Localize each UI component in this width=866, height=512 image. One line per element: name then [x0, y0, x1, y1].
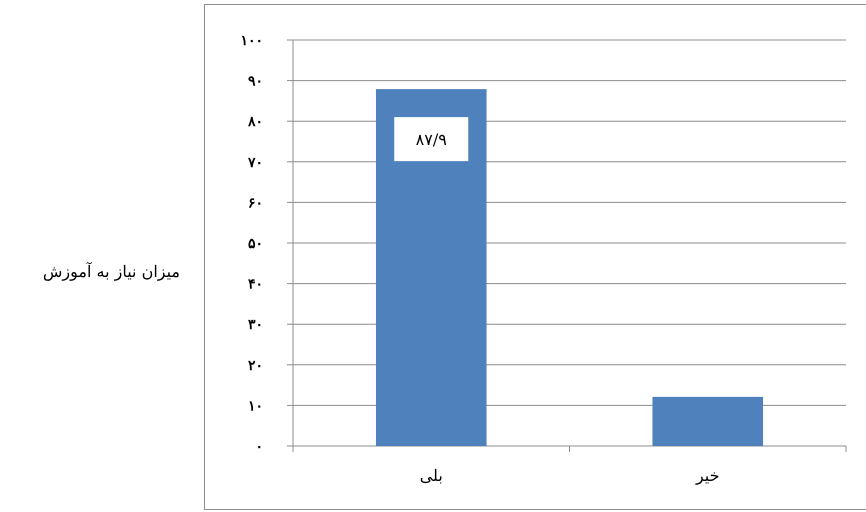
axes: [287, 39, 847, 452]
y-tick-label: ۰: [255, 439, 263, 455]
y-tick-label: ۱۰: [248, 398, 263, 414]
y-tick-label: ۹۰: [248, 74, 263, 90]
x-category-label: خیر: [695, 466, 720, 485]
y-tick-label: ۴۰: [248, 277, 263, 293]
y-tick-label: ۳۰: [248, 317, 263, 333]
x-category-label: بلی: [420, 466, 443, 485]
y-tick-label: ۵۰: [248, 236, 263, 252]
bar: [652, 396, 764, 446]
y-tick-label: ۸۰: [247, 114, 263, 130]
y-tick-label: ۱۰۰: [240, 33, 263, 49]
chart-frame: [204, 4, 866, 510]
data-label: ۸۷/۹: [416, 130, 447, 149]
y-tick-label: ۲۰: [248, 358, 263, 374]
y-tick-label: ۷۰: [247, 155, 263, 171]
data-label-box: [394, 117, 469, 162]
y-tick-label: ۶۰: [248, 195, 263, 211]
labels: ۰ ۱۰ ۲۰ ۳۰ ۴۰ ۵۰ ۶۰ ۷۰ ۸۰ ۹۰ ۱۰۰ بلی ۸۷/۹ خیر: [240, 33, 719, 485]
y-axis-label: میزان نیاز به آموزش: [42, 262, 180, 281]
